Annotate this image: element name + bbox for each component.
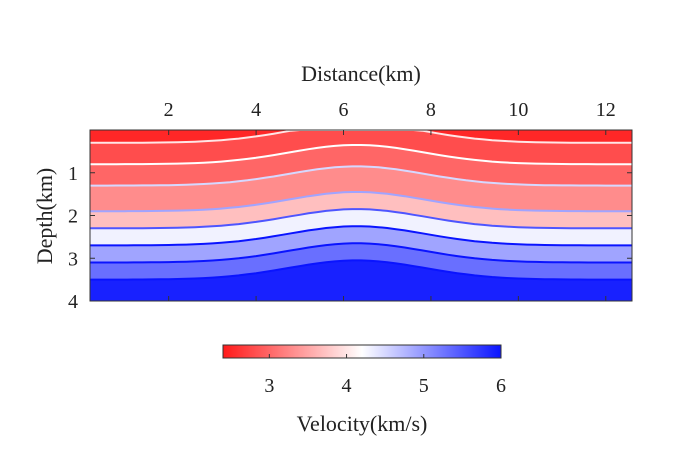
layer-interface <box>90 144 632 166</box>
colorbar-tick-label: 5 <box>419 375 429 397</box>
layer-interface <box>90 242 632 264</box>
x-tick-label: 6 <box>339 99 349 121</box>
y-axis-title: Depth(km) <box>32 168 57 265</box>
velocity-layers <box>90 130 632 301</box>
colorbar-gradient <box>222 344 502 359</box>
x-tick-label: 4 <box>251 99 261 121</box>
layer-interface <box>90 259 632 281</box>
colorbar-label: Velocity(km/s) <box>297 411 428 436</box>
layer-interface <box>90 130 632 144</box>
x-axis-title: Distance(km) <box>301 61 421 86</box>
layer-interface <box>90 208 632 230</box>
y-tick-label: 3 <box>68 248 78 270</box>
y-tick-label: 1 <box>68 163 78 185</box>
colorbar-ticks: 3 4 5 6 <box>264 354 506 397</box>
velocity-heatmap <box>90 130 632 301</box>
layer-interface <box>90 225 632 247</box>
layer-interface <box>90 165 632 187</box>
x-axis-ticks: 2 4 6 8 10 12 <box>164 99 616 301</box>
y-tick-label: 2 <box>68 206 78 228</box>
layer-interface <box>90 191 632 213</box>
colorbar-tick-label: 3 <box>264 375 274 397</box>
y-axis-ticks: 1 2 3 4 <box>68 163 632 313</box>
x-tick-label: 10 <box>508 99 528 121</box>
y-tick-label: 4 <box>68 291 78 313</box>
x-tick-label: 12 <box>596 99 616 121</box>
x-tick-label: 2 <box>164 99 174 121</box>
x-tick-label: 8 <box>426 99 436 121</box>
colorbar-tick-label: 6 <box>496 375 506 397</box>
velocity-layer <box>90 260 632 301</box>
colorbar-tick-label: 4 <box>342 375 352 397</box>
